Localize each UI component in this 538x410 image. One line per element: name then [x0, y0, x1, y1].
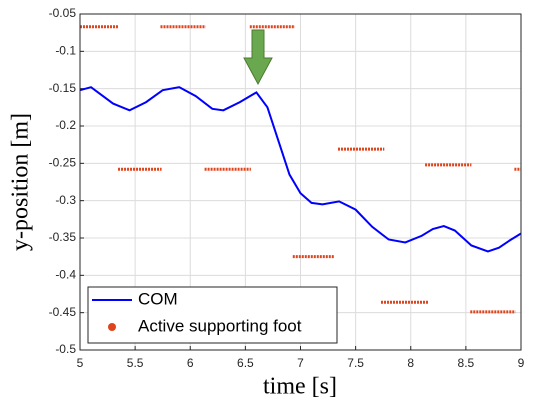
axes-box: [79, 13, 522, 351]
y-tick-label: -0.15: [49, 81, 77, 95]
legend: COM Active supporting foot: [87, 286, 338, 344]
legend-label: Active supporting foot: [138, 316, 302, 335]
x-tick-label: 6: [187, 356, 194, 370]
y-tick-label: -0.25: [49, 156, 77, 170]
x-tick-label: 9: [518, 356, 525, 370]
x-tick-label: 8: [407, 356, 414, 370]
x-tick-label: 5: [77, 356, 84, 370]
y-tick-label: -0.5: [55, 342, 76, 356]
x-tick-label: 7: [297, 356, 304, 370]
x-tick-label: 8.5: [458, 356, 475, 370]
y-tick-label: -0.3: [55, 193, 76, 207]
x-tick-label: 6.5: [237, 356, 254, 370]
x-tick-label: 7.5: [347, 356, 364, 370]
y-tick-label: -0.05: [49, 6, 77, 20]
y-tick-label: -0.1: [55, 44, 76, 58]
y-tick-label: -0.35: [49, 230, 77, 244]
x-tick-label: 5.5: [127, 356, 144, 370]
x-axis-label: time [s]: [263, 374, 337, 400]
y-tick-label: -0.2: [55, 118, 76, 132]
legend-label: COM: [138, 289, 178, 308]
arrow: [243, 29, 273, 86]
marks: [79, 25, 522, 314]
com-line: [79, 86, 522, 253]
legend-box: [87, 286, 338, 344]
y-axis-label: y-position [m]: [8, 113, 34, 251]
y-tick-label: -0.45: [49, 305, 77, 319]
y-tick-label: -0.4: [55, 268, 76, 282]
legend-swatch: [108, 323, 116, 331]
foot-segments: [80, 25, 521, 314]
